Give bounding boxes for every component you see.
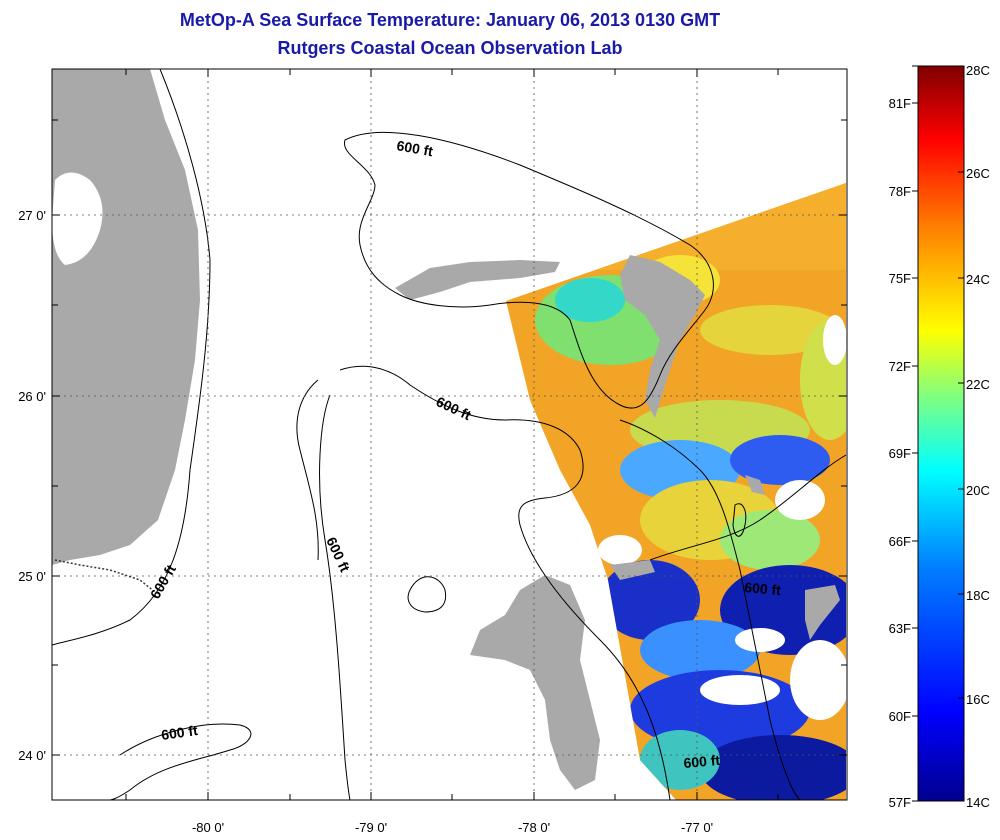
lat-label: 25 0' xyxy=(18,569,46,584)
fahrenheit-label: 63F xyxy=(889,621,911,636)
grand-bahama-land xyxy=(395,260,560,300)
celsius-label: 16C xyxy=(966,692,990,707)
contour-seamount xyxy=(407,576,447,613)
fahrenheit-label: 57F xyxy=(889,795,911,810)
fahrenheit-label: 75F xyxy=(889,271,911,286)
exuma-land xyxy=(805,585,840,640)
contour-florida xyxy=(52,69,211,646)
fahrenheit-label: 81F xyxy=(889,96,911,111)
colorbar-scale xyxy=(917,65,965,802)
florida-keys xyxy=(54,559,156,593)
lat-label: 27 0' xyxy=(18,208,46,223)
fahrenheit-label: 72F xyxy=(889,359,911,374)
lon-label: -80 0' xyxy=(192,820,224,835)
lon-label: -78 0' xyxy=(518,820,550,835)
contour-label: 600 ft xyxy=(160,722,199,743)
depth-contours xyxy=(52,69,847,800)
lake-okeechobee xyxy=(52,172,103,265)
eleuthera-land xyxy=(745,475,765,495)
celsius-label: 18C xyxy=(966,588,990,603)
celsius-label: 26C xyxy=(966,166,990,181)
map-ticks xyxy=(52,69,847,800)
map-area: 600 ft 600 ft 600 ft 600 ft 600 ft 600 f… xyxy=(52,69,847,800)
fahrenheit-label: 78F xyxy=(889,184,911,199)
contour-great-bahama-bank xyxy=(296,365,671,800)
contour-little-bahama-bank xyxy=(344,131,714,409)
colorbar: 28C 26C 24C 22C 20C 18C 16C 14C 81F 78F … xyxy=(889,63,990,810)
contour-label: 600 ft xyxy=(744,579,782,598)
lat-label: 26 0' xyxy=(18,389,46,404)
celsius-label: 24C xyxy=(966,272,990,287)
celsius-label: 22C xyxy=(966,377,990,392)
contour-island-1 xyxy=(732,503,747,537)
fahrenheit-label: 69F xyxy=(889,446,911,461)
fahrenheit-label: 66F xyxy=(889,534,911,549)
contour-label: 600 ft xyxy=(683,752,721,771)
abaco-land xyxy=(620,255,705,418)
lon-label: -79 0' xyxy=(355,820,387,835)
contour-exuma-sound xyxy=(649,454,847,561)
fahrenheit-label: 60F xyxy=(889,709,911,724)
graticule xyxy=(52,69,847,800)
celsius-label: 20C xyxy=(966,483,990,498)
longitude-labels: -80 0' -79 0' -78 0' -77 0' xyxy=(192,820,713,835)
celsius-label: 14C xyxy=(966,795,990,810)
map-frame xyxy=(51,68,848,801)
sst-swath xyxy=(506,183,846,800)
chart-subtitle: Rutgers Coastal Ocean Observation Lab xyxy=(277,38,623,58)
contour-tongue-of-ocean xyxy=(619,419,801,800)
lat-label: 24 0' xyxy=(18,748,46,763)
latitude-labels: 27 0' 26 0' 25 0' 24 0' xyxy=(18,208,46,763)
chart-title: MetOp-A Sea Surface Temperature: January… xyxy=(179,10,721,30)
celsius-label: 28C xyxy=(966,63,990,78)
andros-land xyxy=(470,575,600,790)
lon-label: -77 0' xyxy=(681,820,713,835)
contour-cay-sal xyxy=(109,723,252,800)
contour-label: 600 ft xyxy=(395,137,434,159)
islands-land xyxy=(610,560,655,580)
